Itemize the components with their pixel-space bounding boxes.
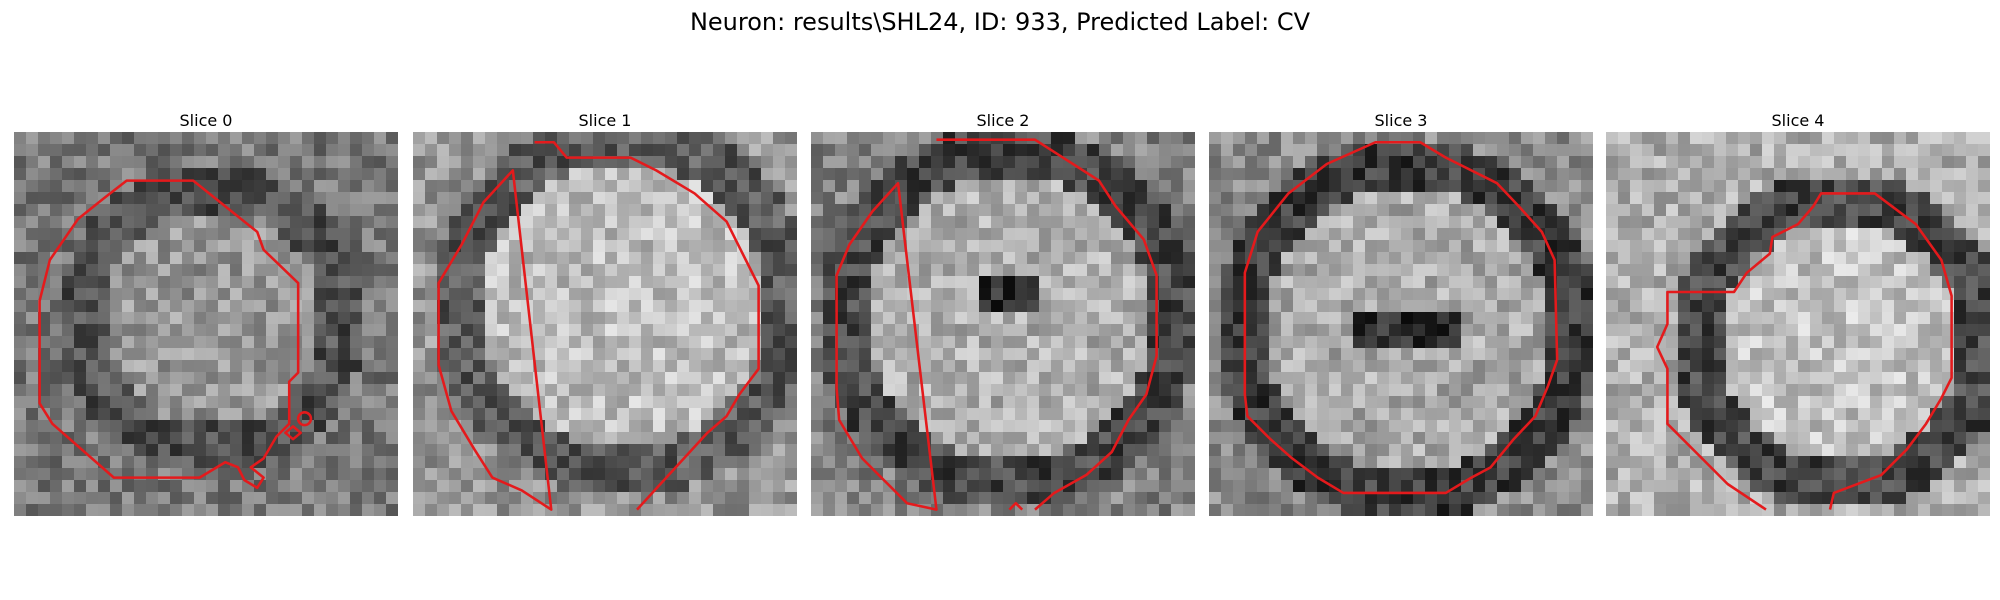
slice-panel: Slice 4 [1606,110,1990,516]
slice-title: Slice 2 [811,110,1195,132]
grayscale-pixels [1209,132,1593,516]
slice-image [14,132,398,516]
slice-title: Slice 4 [1606,110,1990,132]
slice-title: Slice 1 [413,110,797,132]
slice-image [413,132,797,516]
slice-panel: Slice 3 [1209,110,1593,516]
grayscale-pixels [413,132,797,516]
slice-title: Slice 3 [1209,110,1593,132]
slice-title: Slice 0 [14,110,398,132]
slice-panel: Slice 2 [811,110,1195,516]
slice-panel: Slice 0 [14,110,398,516]
slice-panel: Slice 1 [413,110,797,516]
slice-image [811,132,1195,516]
slice-image [1606,132,1990,516]
grayscale-pixels [811,132,1195,516]
figure-title: Neuron: results\SHL24, ID: 933, Predicte… [0,8,2000,36]
grayscale-pixels [1606,132,1990,516]
slice-image [1209,132,1593,516]
